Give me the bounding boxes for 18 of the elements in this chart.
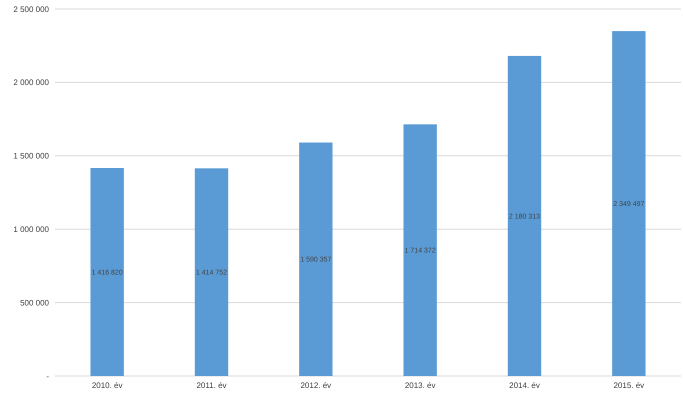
x-tick-label: 2010. év [92,381,123,390]
x-tick-label: 2015. év [613,381,644,390]
bar [612,31,646,376]
y-tick-label: 1 500 000 [13,152,50,161]
y-tick-label: 2 500 000 [13,4,50,14]
y-tick-label: 500 000 [20,298,50,308]
x-tick-label: 2011. év [196,381,227,390]
y-tick-label: 1 000 000 [13,225,50,234]
bar [508,56,542,376]
bar [194,168,228,376]
bar [299,142,333,376]
y-tick-label: - [46,372,50,381]
x-tick-label: 2014. év [509,381,540,390]
y-tick-label: 2 000 000 [13,78,50,88]
bar [90,168,124,376]
x-tick-label: 2013. év [404,381,436,390]
x-tick-label: 2012. év [300,381,332,390]
bar [403,124,437,376]
